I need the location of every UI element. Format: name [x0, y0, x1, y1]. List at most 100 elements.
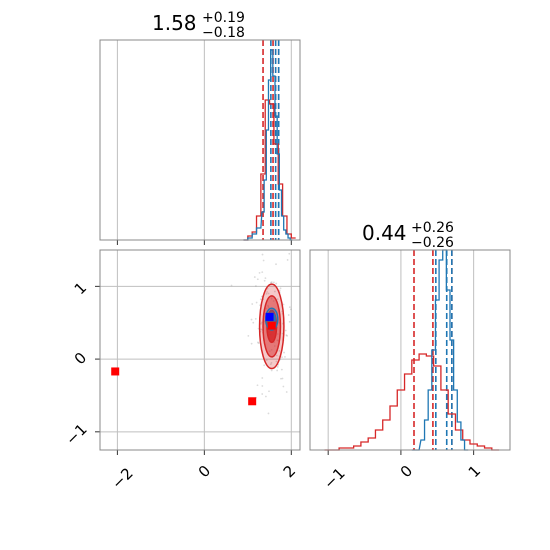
p3-red-histogram: [324, 353, 500, 451]
p1-frame: [99, 39, 301, 241]
p2-sample-point: [275, 354, 278, 357]
p2-sample-point: [261, 393, 264, 395]
p2-sample-point: [280, 368, 283, 371]
p2-ytick-label: 0: [71, 349, 90, 368]
p2-sample-point: [261, 271, 264, 274]
p2-marker-square: [265, 312, 274, 321]
histogram-panel-y: [309, 249, 511, 455]
p2-xtick-label: 2: [280, 462, 299, 481]
p2-sample-point: [278, 349, 281, 352]
p2-xtick-label: −2: [108, 464, 136, 492]
p2-sample-point: [285, 334, 288, 337]
p2-sample-point: [254, 317, 257, 320]
p2-sample-point: [247, 334, 250, 337]
p2-marker-square: [267, 321, 276, 330]
panel1-title-value: 1.58: [152, 11, 197, 35]
p2-ytick-label: 1: [71, 279, 90, 298]
p2-sample-point: [250, 342, 253, 345]
p2-sample-point: [255, 301, 258, 304]
panel1-title-minus: −0.18: [202, 25, 245, 41]
p2-sample-point: [269, 363, 272, 366]
p2-sample-point: [286, 334, 288, 337]
p2-sample-point: [281, 356, 283, 358]
p2-sample-point: [255, 285, 257, 287]
p2-sample-point: [258, 272, 261, 274]
p1-red-histogram: [243, 99, 296, 241]
p2-sample-point: [283, 351, 285, 354]
p2-sample-point: [273, 290, 276, 293]
p2-sample-point: [275, 360, 278, 363]
p3-xtick-label: 1: [465, 462, 484, 481]
p2-sample-point: [288, 306, 291, 309]
p2-sample-point: [269, 281, 272, 284]
p2-frame: [99, 249, 301, 451]
p2-sample-point: [282, 303, 285, 306]
p2-sample-point: [259, 298, 262, 301]
scatter-panel-x-y: [95, 249, 301, 455]
p2-sample-point: [284, 329, 287, 332]
p2-sample-point: [256, 278, 259, 281]
p2-sample-point: [281, 377, 284, 380]
p2-sample-point: [278, 289, 281, 292]
p2-sample-point: [263, 279, 266, 282]
p2-sample-point: [276, 298, 279, 301]
p2-sample-point: [284, 356, 286, 358]
p2-sample-point: [268, 390, 270, 393]
panel3-title-plus: +0.26: [411, 220, 454, 236]
p2-marker-square: [248, 397, 257, 406]
p2-sample-point: [251, 303, 254, 305]
p2-sample-point: [279, 287, 282, 290]
p1-blue-histogram: [243, 49, 293, 241]
p2-sample-point: [289, 308, 292, 311]
p2-sample-point: [276, 369, 279, 372]
p2-sample-point: [270, 281, 273, 284]
p2-sample-point: [261, 385, 264, 387]
p2-sample-point: [256, 384, 259, 387]
p2-sample-point: [264, 277, 267, 279]
histogram-panel-x: [99, 39, 301, 245]
p2-sample-point: [286, 259, 289, 261]
p2-sample-point: [267, 412, 270, 415]
p3-xtick-label: −1: [320, 464, 348, 492]
p2-sample-point: [261, 253, 264, 256]
p2-sample-point: [252, 321, 255, 324]
p2-sample-point: [287, 314, 290, 316]
p3-blue-histogram: [411, 249, 469, 451]
p2-xtick-label: 0: [195, 462, 214, 481]
panel3-title-minus: −0.26: [411, 235, 454, 251]
p2-sample-point: [260, 322, 263, 325]
p2-sample-point: [272, 281, 275, 284]
p2-sample-point: [276, 366, 279, 368]
p2-sample-point: [275, 282, 278, 285]
p3-frame: [309, 249, 511, 451]
p2-sample-point: [275, 263, 277, 266]
p2-sample-point: [260, 328, 263, 331]
p2-sample-point: [250, 318, 253, 321]
p2-sample-point: [260, 321, 263, 324]
p2-ytick-label: −1: [62, 420, 90, 448]
p2-sample-point: [267, 292, 270, 295]
p2-sample-point: [230, 284, 233, 287]
p2-sample-point: [270, 361, 273, 364]
p2-sample-point: [280, 377, 282, 380]
p3-xtick-label: 0: [397, 462, 416, 481]
p2-sample-point: [265, 359, 268, 361]
p2-sample-point: [266, 291, 269, 293]
panel1-title-plus: +0.19: [202, 10, 245, 26]
p2-marker-square: [111, 367, 120, 376]
p2-sample-point: [262, 259, 265, 262]
p2-sample-point: [264, 395, 267, 398]
p2-sample-point: [282, 385, 285, 388]
p2-sample-point: [261, 377, 264, 379]
p2-sample-point: [270, 369, 273, 372]
p2-sample-point: [257, 342, 260, 345]
p2-sample-point: [288, 320, 291, 323]
p2-sample-point: [265, 292, 268, 295]
p2-sample-point: [263, 364, 266, 367]
p2-sample-point: [285, 391, 288, 393]
p2-sample-point: [253, 276, 256, 278]
p2-sample-point: [288, 252, 291, 255]
panel3-title-value: 0.44: [362, 221, 407, 245]
p2-sample-point: [257, 341, 259, 344]
